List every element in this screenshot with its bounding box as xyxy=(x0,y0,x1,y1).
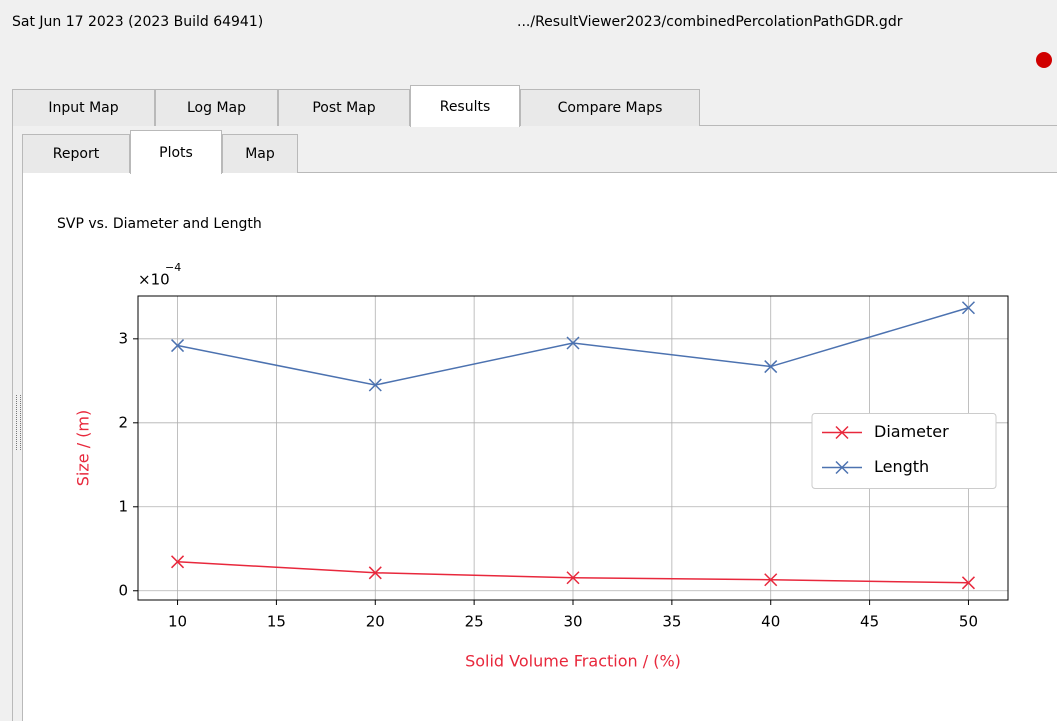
status-dot xyxy=(1036,52,1052,68)
main-tab[interactable]: Compare Maps xyxy=(520,89,700,126)
offset-label: ×10 xyxy=(138,271,170,289)
legend-marker xyxy=(835,460,849,475)
y-tick-label: 0 xyxy=(118,581,128,599)
data-point xyxy=(566,336,580,350)
sub-tab[interactable]: Map xyxy=(222,134,298,173)
x-tick-label: 40 xyxy=(761,613,780,631)
x-tick-label: 30 xyxy=(563,613,582,631)
legend-marker xyxy=(835,425,849,440)
data-point xyxy=(764,573,778,587)
x-tick-label: 15 xyxy=(267,613,286,631)
legend-label: Diameter xyxy=(874,422,949,441)
main-tab[interactable]: Input Map xyxy=(12,89,155,126)
chart-title: SVP vs. Diameter and Length xyxy=(57,216,262,232)
axes-frame xyxy=(137,295,1009,601)
file-path: .../ResultViewer2023/combinedPercolation… xyxy=(517,14,903,30)
x-tick-label: 25 xyxy=(465,613,484,631)
sub-tab[interactable]: Report xyxy=(22,134,130,173)
x-tick-label: 35 xyxy=(662,613,681,631)
y-axis-label: Size / (m) xyxy=(74,410,93,486)
y-tick-label: 2 xyxy=(118,413,128,431)
data-point xyxy=(368,566,382,580)
data-point xyxy=(764,360,778,374)
x-tick-label: 20 xyxy=(366,613,385,631)
x-tick-label: 50 xyxy=(959,613,978,631)
x-tick-label: 45 xyxy=(860,613,879,631)
data-point xyxy=(566,571,580,585)
data-point xyxy=(171,339,185,353)
data-point xyxy=(961,301,975,315)
main-tab[interactable]: Log Map xyxy=(155,89,278,126)
data-point xyxy=(368,378,382,392)
data-point xyxy=(961,576,975,590)
build-date: Sat Jun 17 2023 (2023 Build 64941) xyxy=(12,14,264,30)
splitter-handle xyxy=(16,395,21,450)
x-tick-label: 10 xyxy=(168,613,187,631)
data-point xyxy=(171,555,185,569)
main-tab[interactable]: Results xyxy=(410,85,520,127)
x-axis-label: Solid Volume Fraction / (%) xyxy=(465,652,681,671)
sub-tab[interactable]: Plots xyxy=(130,130,222,174)
legend-label: Length xyxy=(874,457,929,476)
y-tick-label: 1 xyxy=(118,497,128,515)
y-tick-label: 3 xyxy=(118,329,128,347)
offset-exponent: −4 xyxy=(165,261,181,274)
main-tab[interactable]: Post Map xyxy=(278,89,410,126)
